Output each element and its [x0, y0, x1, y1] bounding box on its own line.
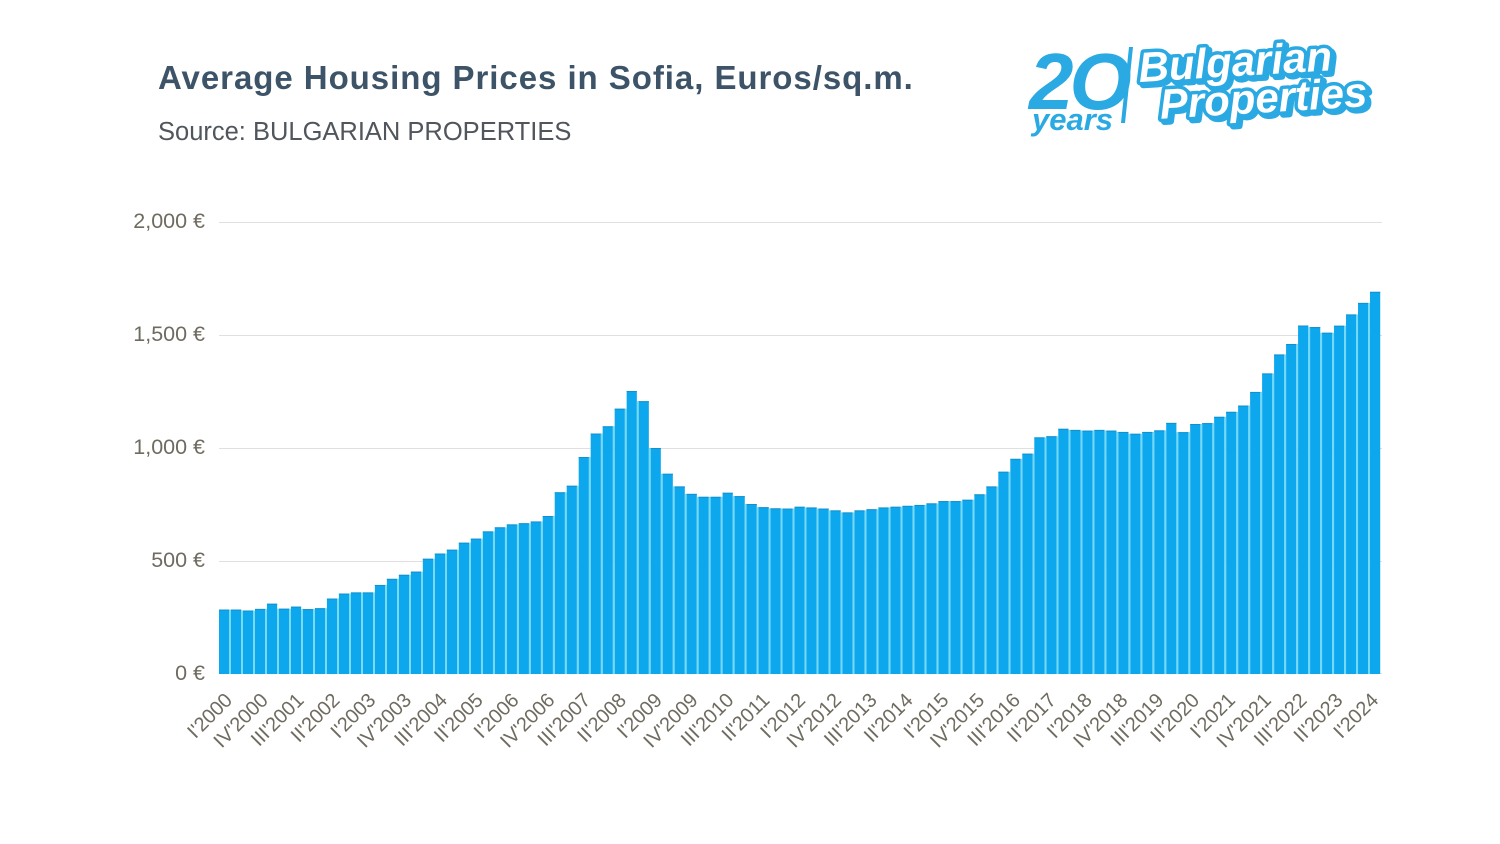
- svg-text:0 €: 0 €: [175, 661, 205, 685]
- svg-text:1,500 €: 1,500 €: [133, 322, 205, 346]
- svg-text:2,000 €: 2,000 €: [133, 209, 205, 233]
- svg-text:500 €: 500 €: [151, 548, 205, 572]
- svg-text:years: years: [1030, 102, 1113, 137]
- svg-text:1,000 €: 1,000 €: [133, 435, 205, 459]
- svg-text:2O: 2O: [1027, 37, 1130, 126]
